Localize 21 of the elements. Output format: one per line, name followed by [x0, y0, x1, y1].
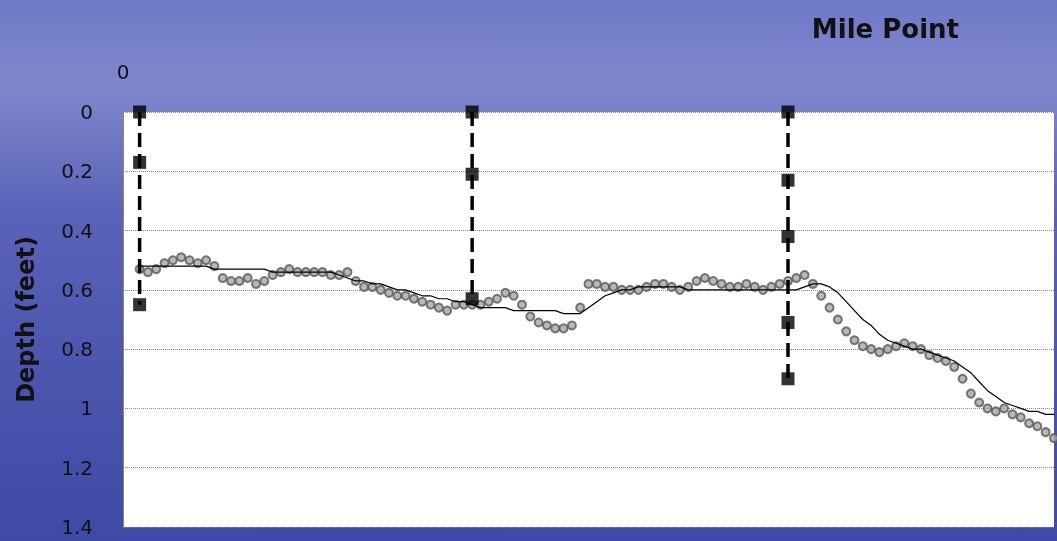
x-axis-title: Mile Point	[811, 14, 959, 44]
y-tick-label: 0.4	[61, 218, 93, 243]
y-tick-label: 0.2	[61, 159, 93, 184]
y-tick-label: 1.2	[61, 455, 93, 480]
point	[465, 105, 479, 119]
point	[465, 167, 479, 181]
point	[781, 105, 795, 119]
point	[465, 292, 479, 306]
y-axis-title: Depth (feet)	[12, 236, 40, 403]
point	[781, 372, 795, 386]
point	[133, 105, 147, 119]
point	[781, 230, 795, 243]
point	[133, 298, 147, 312]
point	[781, 315, 795, 329]
y-tick-label: 1.4	[61, 515, 93, 539]
point	[781, 173, 795, 187]
point	[133, 155, 147, 169]
y-tick-label: 1	[80, 396, 93, 421]
y-tick-label: 0	[80, 100, 93, 124]
y-tick-label: 0.8	[61, 337, 93, 362]
y-tick-label: 0.6	[61, 277, 93, 302]
